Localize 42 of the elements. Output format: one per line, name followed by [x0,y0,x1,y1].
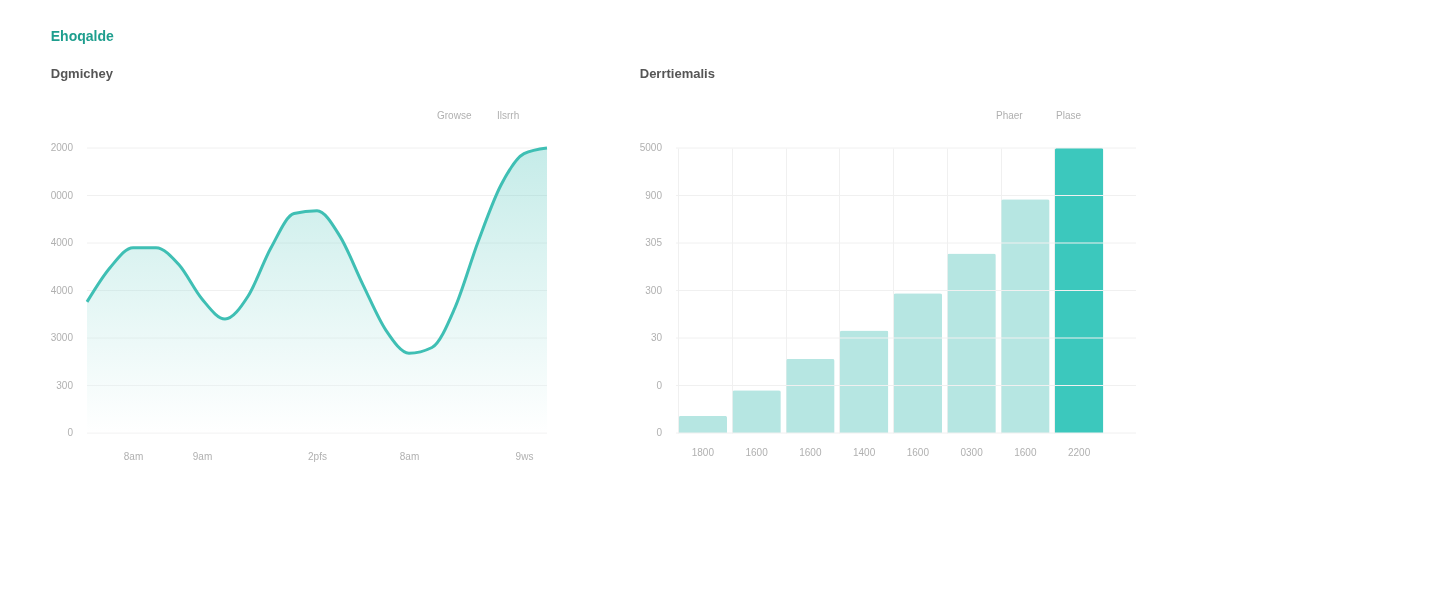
chart-title: Derrtiemalis [639,66,715,81]
x-tick-label: 1600 [906,446,930,458]
text: Ehoqalde [50,28,114,44]
bar [732,390,781,433]
x-tick-label: 9ws [515,450,534,462]
x-tick-label: 1400 [853,446,876,458]
text: Ilsrrh [497,110,520,121]
bar [893,293,943,433]
x-tick-label: 8am [399,450,420,462]
text: Growse [437,110,472,121]
text: 300 [56,379,74,391]
chart-title: Dgmichey [50,66,114,81]
text: 300 [645,284,663,296]
text: 0 [67,427,74,438]
bar [678,415,728,433]
x-tick-label: 1600 [1014,446,1037,458]
bar [839,330,889,433]
x-tick-label: 8am [123,450,144,462]
text: 305 [645,237,663,248]
bar [1054,148,1104,433]
text: 3000 [50,332,74,343]
text: 2000 [50,142,74,153]
x-tick-label: 1600 [745,446,769,458]
text: 4000 [50,284,74,296]
x-tick-label: 9am [192,450,213,462]
x-tick-label: 1600 [799,446,822,458]
text: Plase [1056,110,1082,121]
text: 5000 [639,142,663,153]
text: 0 [656,379,663,391]
text: 900 [645,189,663,201]
bar [1001,199,1050,433]
text: 30 [650,332,663,343]
x-tick-label: 2200 [1068,446,1091,458]
x-tick-label: 2pfs [308,450,327,462]
x-tick-label: 0300 [960,446,984,458]
bar [786,358,835,433]
bar [947,253,996,433]
x-tick-label: 1800 [691,446,715,458]
text: 0000 [50,189,74,201]
text: 0 [656,427,663,438]
text: 4000 [50,237,74,248]
text: Phaer [996,110,1024,121]
